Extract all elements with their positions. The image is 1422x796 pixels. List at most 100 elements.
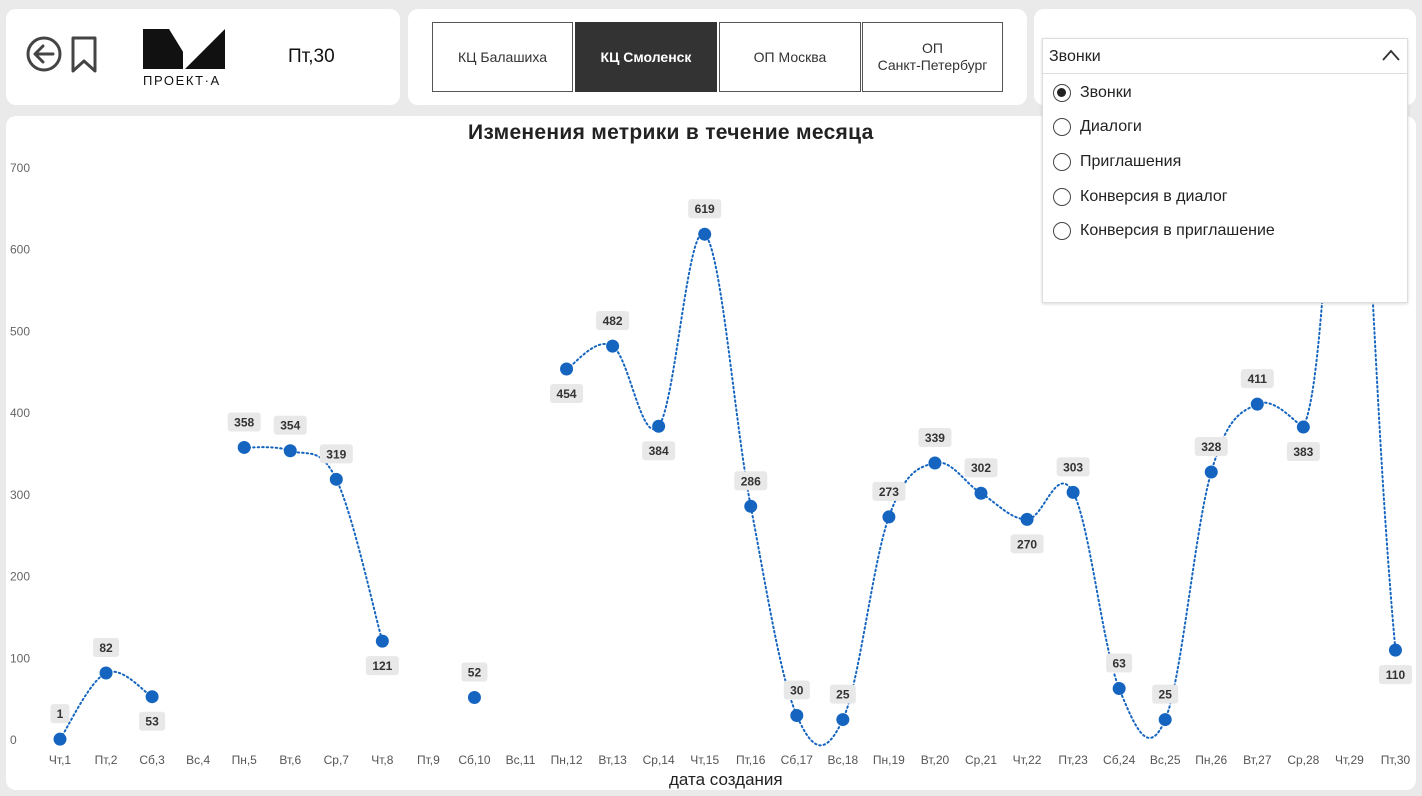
radio-icon[interactable] bbox=[1053, 84, 1071, 102]
dropdown-selected-value: Звонки bbox=[1049, 48, 1101, 65]
tab-spb[interactable]: ОП Санкт-Петербург bbox=[862, 22, 1003, 92]
series-line bbox=[1302, 109, 1397, 652]
y-tick-label: 600 bbox=[10, 243, 30, 257]
data-label: 52 bbox=[468, 666, 482, 680]
series-line bbox=[243, 446, 384, 643]
radio-icon[interactable] bbox=[1053, 153, 1071, 171]
data-label: 53 bbox=[145, 715, 159, 729]
x-tick-label: Пн,12 bbox=[551, 753, 583, 767]
x-tick-label: Пт,30 bbox=[1381, 753, 1411, 767]
data-label-bg bbox=[1056, 457, 1090, 477]
option-conv-dialog[interactable]: Конверсия в диалог bbox=[1053, 185, 1228, 209]
x-tick-label: Вт,20 bbox=[921, 753, 950, 767]
data-point bbox=[145, 690, 159, 704]
y-tick-label: 500 bbox=[10, 324, 30, 338]
x-tick-label: Ср,21 bbox=[965, 753, 997, 767]
data-label: 270 bbox=[1017, 537, 1037, 551]
x-tick-label: Вс,4 bbox=[186, 753, 210, 767]
tab-moscow[interactable]: ОП Москва bbox=[719, 22, 861, 92]
radio-icon[interactable] bbox=[1053, 188, 1071, 206]
x-tick-label: Вт,27 bbox=[1243, 753, 1272, 767]
option-label: Приглашения bbox=[1080, 153, 1182, 170]
data-point bbox=[652, 419, 666, 433]
data-label: 121 bbox=[372, 659, 392, 673]
x-tick-label: Пт,9 bbox=[417, 753, 440, 767]
bookmark-icon[interactable] bbox=[70, 36, 98, 79]
option-label: Конверсия в диалог bbox=[1080, 188, 1228, 205]
data-label: 383 bbox=[1293, 445, 1313, 459]
x-tick-label: Сб,24 bbox=[1103, 753, 1136, 767]
data-point bbox=[1066, 485, 1080, 499]
y-tick-label: 400 bbox=[10, 406, 30, 420]
data-label-bg bbox=[688, 199, 722, 219]
tab-label: КЦ Смоленск bbox=[600, 48, 692, 65]
data-label-bg bbox=[1194, 436, 1228, 456]
option-dialogs[interactable]: Диалоги bbox=[1053, 115, 1142, 139]
data-point bbox=[1296, 420, 1310, 434]
data-label-bg bbox=[1240, 369, 1274, 389]
data-point bbox=[928, 456, 942, 470]
data-label-bg bbox=[50, 704, 70, 724]
data-label-bg bbox=[596, 311, 630, 331]
x-tick-label: Чт,8 bbox=[371, 753, 393, 767]
y-tick-label: 700 bbox=[10, 161, 30, 175]
data-label-bg bbox=[139, 711, 166, 731]
radio-icon[interactable] bbox=[1053, 118, 1071, 136]
data-point bbox=[1158, 713, 1172, 727]
option-calls[interactable]: Звонки bbox=[1053, 81, 1132, 105]
x-tick-label: Сб,3 bbox=[139, 753, 165, 767]
data-point bbox=[237, 440, 251, 454]
data-point bbox=[53, 732, 67, 746]
x-axis-label: дата создания bbox=[669, 770, 783, 789]
data-label: 286 bbox=[741, 474, 761, 488]
data-label: 358 bbox=[234, 415, 254, 429]
data-label-bg bbox=[365, 656, 399, 676]
x-tick-label: Чт,29 bbox=[1335, 753, 1364, 767]
tab-smolensk[interactable]: КЦ Смоленск bbox=[575, 22, 717, 92]
option-invitations[interactable]: Приглашения bbox=[1053, 150, 1181, 174]
data-label: 25 bbox=[1159, 688, 1173, 702]
x-tick-label: Чт,15 bbox=[690, 753, 719, 767]
tab-label: ОП Санкт-Петербург bbox=[877, 40, 988, 73]
data-label-bg bbox=[872, 481, 906, 501]
option-conv-invite[interactable]: Конверсия в приглашение bbox=[1053, 219, 1275, 243]
option-label: Конверсия в приглашение bbox=[1080, 222, 1275, 239]
series-line bbox=[59, 670, 154, 741]
y-tick-label: 100 bbox=[10, 651, 30, 665]
data-point bbox=[560, 362, 574, 376]
series-line bbox=[565, 232, 1305, 747]
back-arrow-icon[interactable] bbox=[26, 36, 62, 77]
data-point bbox=[974, 486, 988, 500]
data-label: 30 bbox=[790, 683, 804, 697]
metric-dropdown[interactable]: Звонки Звонки Диалоги Приглашения Конвер… bbox=[1042, 38, 1408, 303]
dropdown-header[interactable]: Звонки bbox=[1043, 39, 1407, 74]
data-label-bg bbox=[1106, 653, 1133, 673]
data-label: 82 bbox=[99, 641, 113, 655]
tab-label: ОП Москва bbox=[753, 48, 827, 65]
data-label: 384 bbox=[649, 444, 669, 458]
chevron-up-icon[interactable] bbox=[1381, 48, 1401, 67]
data-label-bg bbox=[918, 427, 952, 447]
data-label: 411 bbox=[1248, 372, 1268, 386]
x-tick-label: Пн,5 bbox=[232, 753, 258, 767]
data-label: 303 bbox=[1063, 460, 1083, 474]
data-point bbox=[836, 713, 850, 727]
y-tick-label: 300 bbox=[10, 488, 30, 502]
data-label-bg bbox=[461, 662, 488, 682]
data-point bbox=[606, 339, 620, 353]
data-label: 339 bbox=[925, 431, 945, 445]
data-label-bg bbox=[1010, 534, 1044, 554]
chart-title: Изменения метрики в течение месяца bbox=[468, 121, 874, 144]
data-label: 273 bbox=[879, 485, 899, 499]
x-tick-label: Пт,23 bbox=[1058, 753, 1088, 767]
data-point bbox=[882, 510, 896, 524]
x-tick-label: Сб,17 bbox=[781, 753, 814, 767]
data-point bbox=[467, 691, 481, 705]
data-label-bg bbox=[829, 684, 856, 704]
x-tick-label: Пт,16 bbox=[736, 753, 766, 767]
radio-icon[interactable] bbox=[1053, 222, 1071, 240]
tab-balashikha[interactable]: КЦ Балашиха bbox=[432, 22, 573, 92]
data-point bbox=[698, 227, 712, 241]
x-tick-label: Сб,10 bbox=[458, 753, 491, 767]
option-label: Диалоги bbox=[1080, 118, 1142, 135]
